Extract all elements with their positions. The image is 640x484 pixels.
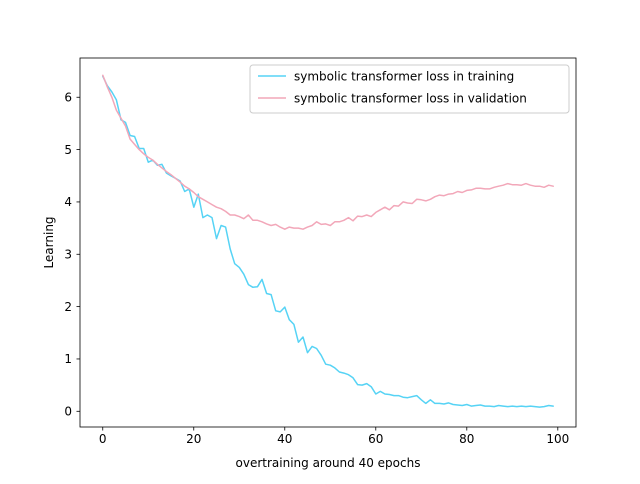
x-tick-label: 80	[459, 432, 474, 446]
series-line-2	[102, 74, 554, 230]
x-tick-label: 60	[368, 432, 383, 446]
y-tick-label: 3	[64, 247, 72, 261]
legend-label-1: symbolic transformer loss in training	[294, 70, 514, 84]
x-axis-label: overtraining around 40 epochs	[236, 456, 421, 470]
y-tick-label: 0	[64, 404, 72, 418]
legend-label-2: symbolic transformer loss in validation	[294, 92, 527, 106]
legend: symbolic transformer loss in training sym…	[249, 64, 570, 114]
x-tick-label: 100	[546, 432, 569, 446]
y-tick-label: 4	[64, 195, 72, 209]
series-line-1	[102, 75, 554, 408]
y-tick-label: 2	[64, 300, 72, 314]
axes: 0 20 40 60 80 100 0 1 2 3 4 5 6 overtraining around 4…	[42, 57, 577, 470]
y-tick-label: 1	[64, 352, 72, 366]
y-axis-label: Learning	[42, 216, 56, 268]
x-tick-label: 20	[186, 432, 201, 446]
x-tick-label: 40	[277, 432, 292, 446]
legend-box	[249, 64, 570, 114]
plot-area	[102, 74, 554, 408]
x-tick-label: 0	[99, 432, 107, 446]
y-tick-label: 6	[64, 90, 72, 104]
axes-frame	[79, 57, 577, 428]
y-tick-label: 5	[64, 143, 72, 157]
